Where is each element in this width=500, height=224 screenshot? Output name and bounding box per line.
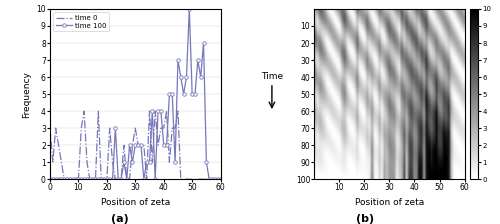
Text: (a): (a)	[111, 214, 129, 224]
time 0	[92, 178, 98, 181]
time 100	[47, 178, 53, 181]
time 0	[144, 178, 150, 181]
Line: time 100: time 100	[48, 7, 222, 181]
time 0	[200, 178, 206, 181]
Y-axis label: Frequency: Frequency	[22, 71, 30, 118]
time 100	[87, 178, 93, 181]
time 100	[198, 76, 203, 78]
time 100	[81, 178, 87, 181]
Text: (b): (b)	[356, 214, 374, 224]
time 0	[155, 144, 161, 146]
time 100	[106, 178, 112, 181]
time 100	[138, 144, 144, 146]
time 0	[87, 178, 93, 181]
time 0	[112, 178, 118, 181]
time 100	[218, 178, 224, 181]
Text: Time: Time	[261, 72, 283, 81]
time 100	[150, 110, 156, 112]
X-axis label: Position of zeta: Position of zeta	[355, 198, 424, 207]
Line: time 0: time 0	[50, 111, 220, 179]
Legend: time 0, time 100: time 0, time 100	[54, 13, 110, 31]
time 0	[61, 178, 67, 181]
time 0	[81, 110, 87, 112]
time 0	[218, 178, 224, 181]
time 100	[186, 8, 192, 10]
X-axis label: Position of zeta: Position of zeta	[100, 198, 170, 207]
time 0	[47, 127, 53, 129]
